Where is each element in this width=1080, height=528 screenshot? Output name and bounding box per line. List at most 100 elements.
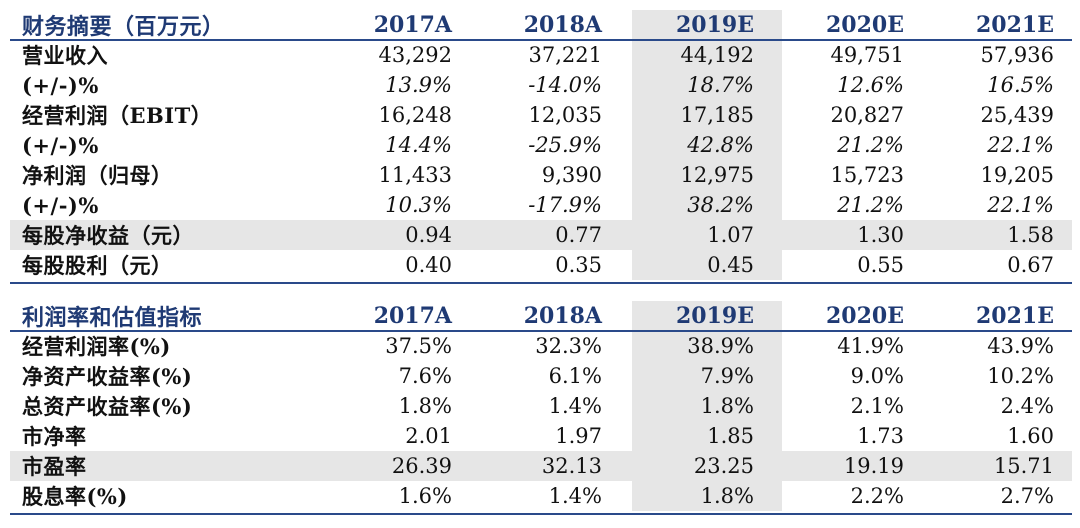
row-label: 经营利润率(%) bbox=[22, 334, 171, 359]
value-cell: 15,723 bbox=[830, 163, 904, 187]
value-cell: 2.01 bbox=[405, 424, 452, 448]
table-row: 净利润（归母） 11,433 9,390 12,975 15,723 19,205 bbox=[10, 160, 1072, 190]
row-label: 总资产收益率(%) bbox=[22, 394, 193, 419]
table-row: 经营利润（EBIT） 16,248 12,035 17,185 20,827 25,439 bbox=[10, 100, 1072, 130]
value-cell: 43,292 bbox=[378, 43, 452, 67]
value-cell: 15.71 bbox=[993, 454, 1054, 478]
table-row: 每股净收益（元） 0.94 0.77 1.07 1.30 1.58 bbox=[10, 220, 1072, 250]
value-cell: 20,827 bbox=[830, 103, 904, 127]
value-cell: 22.1% bbox=[987, 193, 1054, 217]
value-cell: 7.6% bbox=[398, 364, 452, 388]
value-cell: 1.4% bbox=[548, 394, 602, 418]
value-cell: 0.67 bbox=[1007, 253, 1054, 277]
value-cell: 19.19 bbox=[843, 454, 904, 478]
table-row: (+/-)% 13.9% -14.0% 18.7% 12.6% 16.5% bbox=[10, 70, 1072, 100]
row-label: (+/-)% bbox=[22, 132, 99, 158]
table-row: 经营利润率(%) 37.5% 32.3% 38.9% 41.9% 43.9% bbox=[10, 331, 1072, 361]
table-row: 营业收入 43,292 37,221 44,192 49,751 57,936 bbox=[10, 40, 1072, 70]
row-label: 市盈率 bbox=[22, 454, 87, 479]
row-label: 每股股利（元） bbox=[22, 253, 173, 278]
row-label: 营业收入 bbox=[22, 43, 108, 68]
year-header: 2017A bbox=[373, 12, 452, 38]
value-cell: 57,936 bbox=[980, 43, 1054, 67]
value-cell: 1.30 bbox=[857, 223, 904, 247]
table-row: 每股股利（元） 0.40 0.35 0.45 0.55 0.67 bbox=[10, 250, 1072, 280]
value-cell: -17.9% bbox=[528, 193, 602, 217]
value-cell: 32.13 bbox=[541, 454, 602, 478]
year-header: 2019E bbox=[676, 12, 754, 38]
value-cell: 49,751 bbox=[830, 43, 904, 67]
value-cell: 38.9% bbox=[687, 334, 754, 358]
header-rule bbox=[10, 39, 1072, 41]
value-cell: 0.45 bbox=[707, 253, 754, 277]
row-label: 净利润（归母） bbox=[22, 163, 173, 188]
row-label: 股息率(%) bbox=[22, 484, 128, 509]
table-row: (+/-)% 10.3% -17.9% 38.2% 21.2% 22.1% bbox=[10, 190, 1072, 220]
section-title: 利润率和估值指标 bbox=[22, 305, 203, 331]
value-cell: 11,433 bbox=[378, 163, 452, 187]
value-cell: -14.0% bbox=[528, 73, 602, 97]
value-cell: 19,205 bbox=[980, 163, 1054, 187]
value-cell: 0.40 bbox=[405, 253, 452, 277]
table-row: 市净率 2.01 1.97 1.85 1.73 1.60 bbox=[10, 421, 1072, 451]
value-cell: 16,248 bbox=[378, 103, 452, 127]
row-label: 净资产收益率(%) bbox=[22, 364, 193, 389]
year-header: 2018A bbox=[523, 12, 602, 38]
row-label: (+/-)% bbox=[22, 192, 99, 218]
year-header: 2021E bbox=[976, 303, 1054, 329]
row-label: (+/-)% bbox=[22, 72, 99, 98]
value-cell: 22.1% bbox=[987, 133, 1054, 157]
value-cell: 43.9% bbox=[987, 334, 1054, 358]
value-cell: 1.8% bbox=[700, 394, 754, 418]
value-cell: 9,390 bbox=[541, 163, 602, 187]
value-cell: 26.39 bbox=[391, 454, 452, 478]
value-cell: 1.8% bbox=[398, 394, 452, 418]
row-label: 每股净收益（元） bbox=[22, 223, 194, 248]
row-label: 市净率 bbox=[22, 424, 87, 449]
value-cell: 17,185 bbox=[680, 103, 754, 127]
value-cell: 6.1% bbox=[548, 364, 602, 388]
value-cell: 1.4% bbox=[548, 484, 602, 508]
value-cell: 21.2% bbox=[837, 193, 904, 217]
table-row: 总资产收益率(%) 1.8% 1.4% 1.8% 2.1% 2.4% bbox=[10, 391, 1072, 421]
value-cell: 1.6% bbox=[398, 484, 452, 508]
table-row: 股息率(%) 1.6% 1.4% 1.8% 2.2% 2.7% bbox=[10, 481, 1072, 511]
value-cell: 1.97 bbox=[555, 424, 602, 448]
value-cell: -25.9% bbox=[528, 133, 602, 157]
value-cell: 18.7% bbox=[687, 73, 754, 97]
value-cell: 41.9% bbox=[837, 334, 904, 358]
value-cell: 1.8% bbox=[700, 484, 754, 508]
value-cell: 1.58 bbox=[1007, 223, 1054, 247]
value-cell: 0.55 bbox=[857, 253, 904, 277]
value-cell: 1.60 bbox=[1007, 424, 1054, 448]
value-cell: 2.2% bbox=[850, 484, 904, 508]
year-header: 2018A bbox=[523, 303, 602, 329]
year-header: 2019E bbox=[676, 303, 754, 329]
value-cell: 13.9% bbox=[385, 73, 452, 97]
table-row: 市盈率 26.39 32.13 23.25 19.19 15.71 bbox=[10, 451, 1072, 481]
value-cell: 16.5% bbox=[987, 73, 1054, 97]
value-cell: 2.1% bbox=[850, 394, 904, 418]
value-cell: 10.3% bbox=[385, 193, 452, 217]
bottom-rule bbox=[10, 282, 1072, 284]
value-cell: 2.4% bbox=[1000, 394, 1054, 418]
value-cell: 2.7% bbox=[1000, 484, 1054, 508]
table-header-row: 财务摘要（百万元） 2017A 2018A 2019E 2020E 2021E bbox=[10, 10, 1072, 40]
value-cell: 32.3% bbox=[535, 334, 602, 358]
value-cell: 1.73 bbox=[857, 424, 904, 448]
table-row: (+/-)% 14.4% -25.9% 42.8% 21.2% 22.1% bbox=[10, 130, 1072, 160]
value-cell: 0.94 bbox=[405, 223, 452, 247]
table-header-row: 利润率和估值指标 2017A 2018A 2019E 2020E 2021E bbox=[10, 301, 1072, 331]
financial-summary-table: 财务摘要（百万元） 2017A 2018A 2019E 2020E 2021E 营业收入 43… bbox=[10, 10, 1072, 284]
value-cell: 7.9% bbox=[700, 364, 754, 388]
value-cell: 12.6% bbox=[837, 73, 904, 97]
value-cell: 37,221 bbox=[528, 43, 602, 67]
year-header: 2017A bbox=[373, 303, 452, 329]
table-row: 净资产收益率(%) 7.6% 6.1% 7.9% 9.0% 10.2% bbox=[10, 361, 1072, 391]
row-label: 经营利润（EBIT） bbox=[22, 103, 213, 128]
value-cell: 44,192 bbox=[680, 43, 754, 67]
year-header: 2020E bbox=[826, 303, 904, 329]
value-cell: 10.2% bbox=[987, 364, 1054, 388]
header-rule bbox=[10, 330, 1072, 332]
value-cell: 1.85 bbox=[707, 424, 754, 448]
